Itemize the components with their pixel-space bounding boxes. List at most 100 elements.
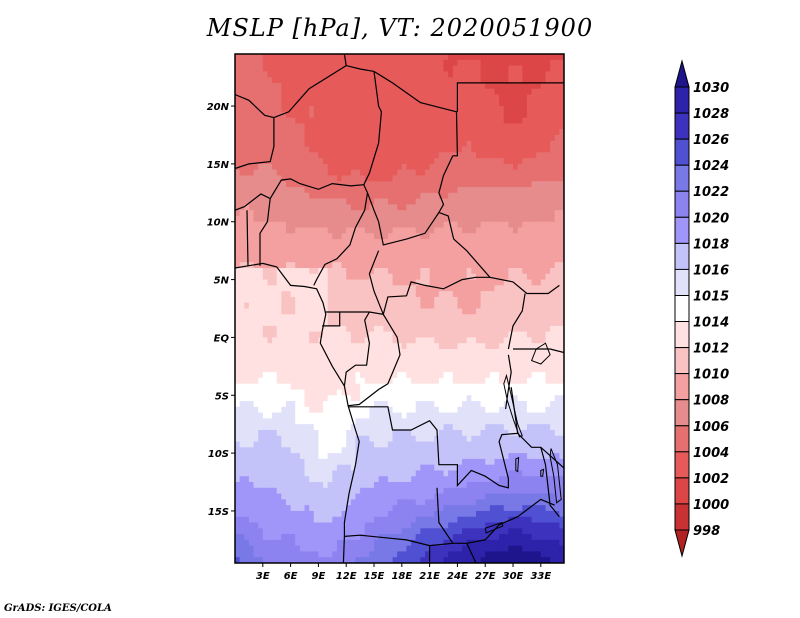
field-cell <box>531 210 537 217</box>
field-cell <box>401 187 408 194</box>
field-cell <box>355 204 361 211</box>
field-cell <box>332 59 338 67</box>
field-cell <box>489 418 496 425</box>
field-cell <box>290 129 296 136</box>
field-cell <box>452 435 459 443</box>
field-cell <box>290 291 296 298</box>
field-cell <box>494 262 500 269</box>
field-cell <box>471 181 477 188</box>
field-cell <box>475 111 482 119</box>
field-cell <box>248 158 255 165</box>
field-cell <box>350 158 357 165</box>
field-cell <box>499 296 505 304</box>
field-cell <box>276 406 282 414</box>
field-cell <box>522 111 528 119</box>
field-cell <box>346 320 352 327</box>
field-cell <box>508 348 514 356</box>
field-cell <box>383 406 389 414</box>
field-cell <box>550 424 556 431</box>
field-cell <box>457 129 463 136</box>
field-cell <box>401 262 408 269</box>
field-cell <box>424 146 431 153</box>
field-cell <box>248 360 255 367</box>
field-cell <box>517 406 523 414</box>
field-cell <box>415 94 421 101</box>
field-cell <box>415 314 421 321</box>
field-cell <box>235 129 241 136</box>
field-cell <box>364 325 370 333</box>
field-cell <box>471 111 477 119</box>
field-cell <box>350 59 357 67</box>
field-cell <box>262 429 269 437</box>
field-cell <box>494 285 500 292</box>
field-cell <box>327 320 333 327</box>
field-cell <box>545 129 551 136</box>
field-cell <box>545 418 551 425</box>
field-cell <box>276 343 282 350</box>
field-cell <box>545 314 551 321</box>
field-cell <box>536 395 542 402</box>
field-cell <box>531 198 537 205</box>
field-cell <box>452 412 459 419</box>
field-cell <box>466 296 472 304</box>
field-cell <box>378 372 384 379</box>
field-cell <box>434 129 440 136</box>
field-cell <box>378 210 384 217</box>
field-cell <box>452 198 459 205</box>
field-cell <box>499 453 505 460</box>
field-cell <box>550 302 556 310</box>
field-cell <box>471 106 477 113</box>
field-cell <box>415 181 421 188</box>
field-cell <box>369 82 375 90</box>
field-cell <box>248 418 255 425</box>
field-cell <box>462 453 468 460</box>
field-cell <box>424 262 431 269</box>
field-cell <box>550 453 556 460</box>
field-cell <box>485 291 491 298</box>
field-cell <box>420 146 426 153</box>
field-cell <box>341 262 347 269</box>
field-cell <box>475 447 482 454</box>
field-cell <box>364 181 370 188</box>
field-cell <box>248 273 255 281</box>
field-cell <box>364 239 370 246</box>
field-cell <box>299 291 306 298</box>
field-cell <box>258 343 264 350</box>
field-cell <box>480 250 486 258</box>
field-cell <box>526 453 533 460</box>
field-cell <box>443 418 449 425</box>
field-cell <box>536 273 542 281</box>
field-cell <box>466 406 472 414</box>
field-cell <box>508 204 514 211</box>
field-cell <box>503 175 509 182</box>
field-cell <box>341 210 347 217</box>
field-cell <box>235 348 241 356</box>
field-cell <box>434 94 440 101</box>
field-cell <box>262 447 269 454</box>
field-cell <box>360 134 366 142</box>
field-cell <box>267 285 273 292</box>
field-cell <box>374 447 380 454</box>
field-cell <box>522 389 528 396</box>
field-cell <box>503 65 509 72</box>
field-cell <box>485 308 491 315</box>
field-cell <box>258 169 264 177</box>
field-cell <box>438 198 445 205</box>
field-cell <box>545 152 551 159</box>
field-cell <box>383 71 389 78</box>
field-cell <box>494 441 500 448</box>
field-cell <box>290 250 296 258</box>
field-cell <box>387 134 394 142</box>
field-cell <box>531 383 537 391</box>
field-cell <box>239 429 245 437</box>
field-cell <box>355 77 361 84</box>
field-cell <box>485 372 491 379</box>
field-cell <box>443 175 449 182</box>
field-cell <box>559 337 564 344</box>
field-cell <box>318 314 324 321</box>
field-cell <box>559 215 564 223</box>
field-cell <box>513 59 519 67</box>
pressure-field <box>235 54 564 563</box>
field-cell <box>489 175 496 182</box>
field-cell <box>424 343 431 350</box>
